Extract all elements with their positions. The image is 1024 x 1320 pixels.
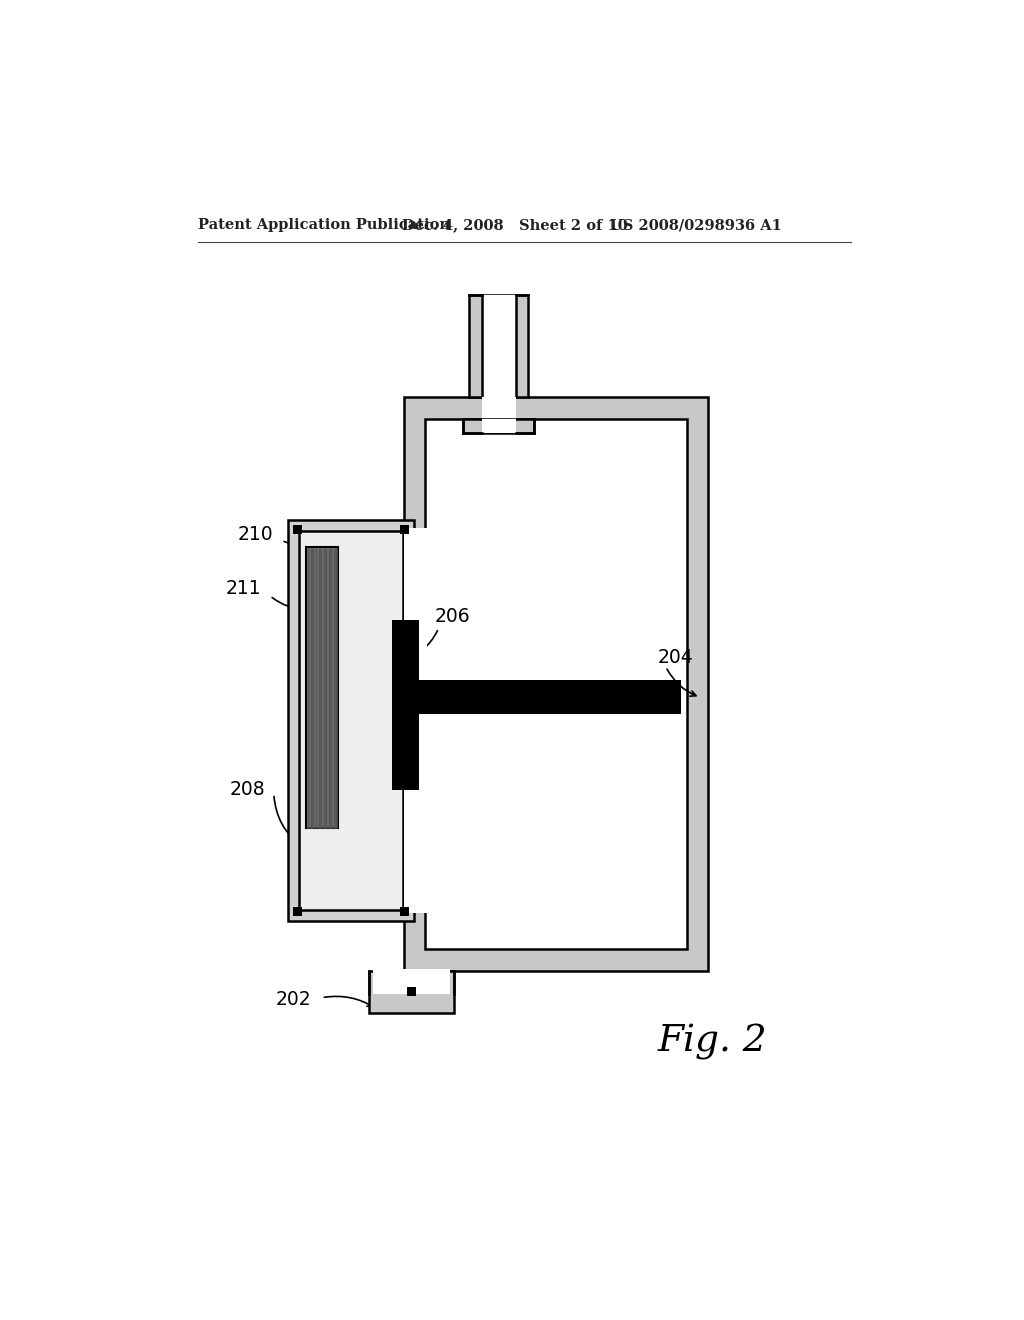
- Text: 208: 208: [229, 780, 265, 800]
- Bar: [469, 296, 528, 397]
- Text: Patent Application Publication: Patent Application Publication: [199, 218, 451, 232]
- Bar: [392, 620, 419, 789]
- Bar: [400, 525, 410, 535]
- Bar: [370, 970, 454, 1014]
- Bar: [293, 907, 302, 916]
- Text: 206: 206: [435, 607, 470, 626]
- Bar: [299, 531, 403, 909]
- Text: 210: 210: [238, 524, 273, 544]
- Bar: [403, 528, 427, 913]
- Bar: [407, 987, 416, 997]
- Bar: [373, 969, 451, 994]
- Bar: [425, 418, 686, 949]
- Bar: [400, 907, 410, 916]
- Bar: [289, 520, 414, 921]
- Bar: [481, 418, 515, 433]
- Bar: [463, 418, 535, 433]
- Bar: [481, 296, 515, 397]
- Text: Dec. 4, 2008   Sheet 2 of 10: Dec. 4, 2008 Sheet 2 of 10: [401, 218, 628, 232]
- Bar: [293, 525, 302, 535]
- Text: Fig. 2: Fig. 2: [657, 1024, 767, 1060]
- Bar: [403, 397, 708, 970]
- Bar: [306, 548, 339, 829]
- Text: 202: 202: [275, 990, 311, 1008]
- Bar: [481, 397, 515, 418]
- Text: 211: 211: [226, 578, 261, 598]
- Text: US 2008/0298936 A1: US 2008/0298936 A1: [610, 218, 782, 232]
- Bar: [392, 681, 681, 714]
- Text: 204: 204: [658, 648, 694, 667]
